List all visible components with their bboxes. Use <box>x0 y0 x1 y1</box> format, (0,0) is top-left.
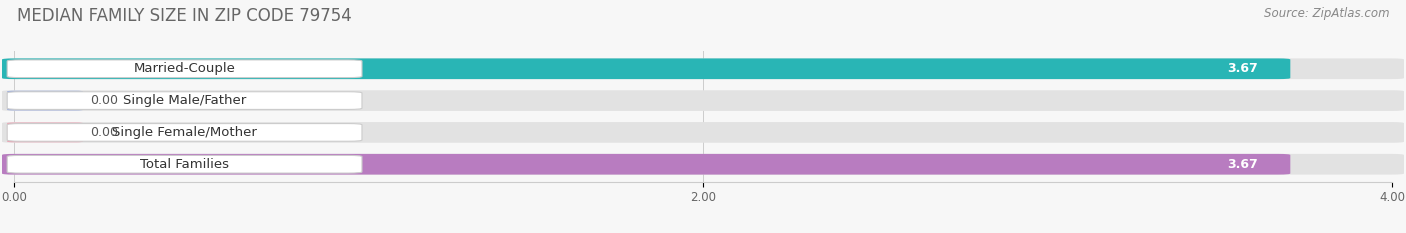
Text: 3.67: 3.67 <box>1227 62 1257 75</box>
Text: Single Female/Mother: Single Female/Mother <box>112 126 257 139</box>
FancyBboxPatch shape <box>7 155 361 173</box>
Text: 3.67: 3.67 <box>1227 158 1257 171</box>
FancyBboxPatch shape <box>7 123 83 142</box>
Text: MEDIAN FAMILY SIZE IN ZIP CODE 79754: MEDIAN FAMILY SIZE IN ZIP CODE 79754 <box>17 7 352 25</box>
Text: Source: ZipAtlas.com: Source: ZipAtlas.com <box>1264 7 1389 20</box>
FancyBboxPatch shape <box>1 58 1291 79</box>
FancyBboxPatch shape <box>7 123 361 141</box>
Text: 0.00: 0.00 <box>90 126 118 139</box>
FancyBboxPatch shape <box>1 58 1405 79</box>
FancyBboxPatch shape <box>1 90 1405 111</box>
Text: Married-Couple: Married-Couple <box>134 62 236 75</box>
Text: 0.00: 0.00 <box>90 94 118 107</box>
Text: Single Male/Father: Single Male/Father <box>122 94 246 107</box>
FancyBboxPatch shape <box>7 91 83 110</box>
FancyBboxPatch shape <box>1 154 1405 175</box>
Text: Total Families: Total Families <box>141 158 229 171</box>
FancyBboxPatch shape <box>7 60 361 78</box>
FancyBboxPatch shape <box>1 122 1405 143</box>
FancyBboxPatch shape <box>7 92 361 110</box>
FancyBboxPatch shape <box>1 154 1291 175</box>
